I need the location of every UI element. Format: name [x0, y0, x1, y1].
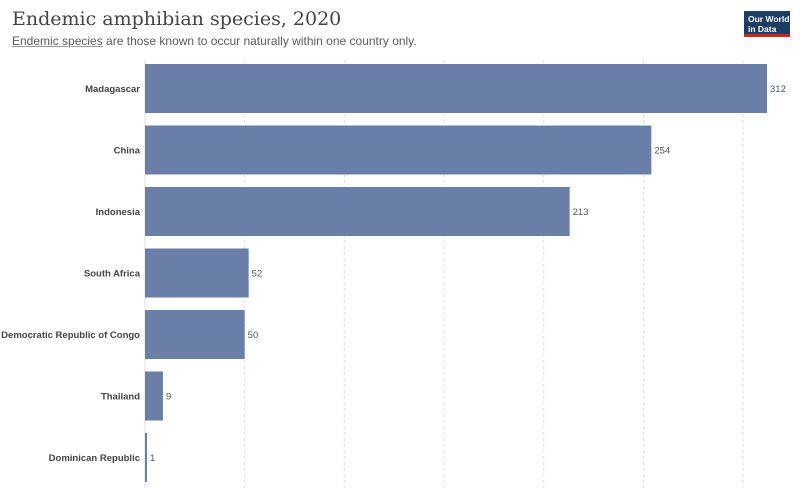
value-label: 254 — [654, 146, 670, 157]
chart-title: Endemic amphibian species, 2020 — [12, 8, 342, 30]
category-label: Indonesia — [96, 207, 141, 218]
value-label: 312 — [770, 84, 786, 95]
value-label: 50 — [248, 330, 259, 341]
category-label: Democratic Republic of Congo — [1, 330, 140, 341]
bar-madagascar[interactable] — [145, 64, 767, 113]
endemic-species-link[interactable]: Endemic species — [12, 34, 103, 48]
category-label: Dominican Republic — [49, 453, 140, 464]
bars — [145, 64, 767, 482]
bar-thailand[interactable] — [145, 371, 163, 421]
labels: Madagascar 312 China 254 Indonesia 213 South A… — [1, 84, 786, 464]
value-label: 1 — [150, 453, 155, 464]
category-label: Madagascar — [85, 84, 140, 95]
owid-logo[interactable]: Our World in Data — [744, 11, 790, 37]
value-label: 52 — [252, 269, 263, 280]
value-label: 9 — [166, 392, 171, 403]
bar-dominican-republic[interactable] — [145, 433, 147, 482]
logo-accent-bar — [744, 34, 790, 37]
category-label: Thailand — [101, 392, 140, 403]
logo-line-1: Our World — [748, 14, 790, 24]
bar-indonesia[interactable] — [145, 187, 570, 236]
bar-democratic-republic-of-congo[interactable] — [145, 310, 245, 359]
category-label: South Africa — [84, 269, 141, 280]
bar-south-africa[interactable] — [145, 248, 249, 298]
value-label: 213 — [573, 207, 589, 218]
logo-line-2: in Data — [748, 24, 777, 34]
category-label: China — [114, 146, 141, 157]
chart-subtitle: Endemic species are those known to occur… — [12, 34, 417, 48]
subtitle-text: are those known to occur naturally withi… — [102, 34, 417, 48]
bar-china[interactable] — [145, 125, 652, 175]
